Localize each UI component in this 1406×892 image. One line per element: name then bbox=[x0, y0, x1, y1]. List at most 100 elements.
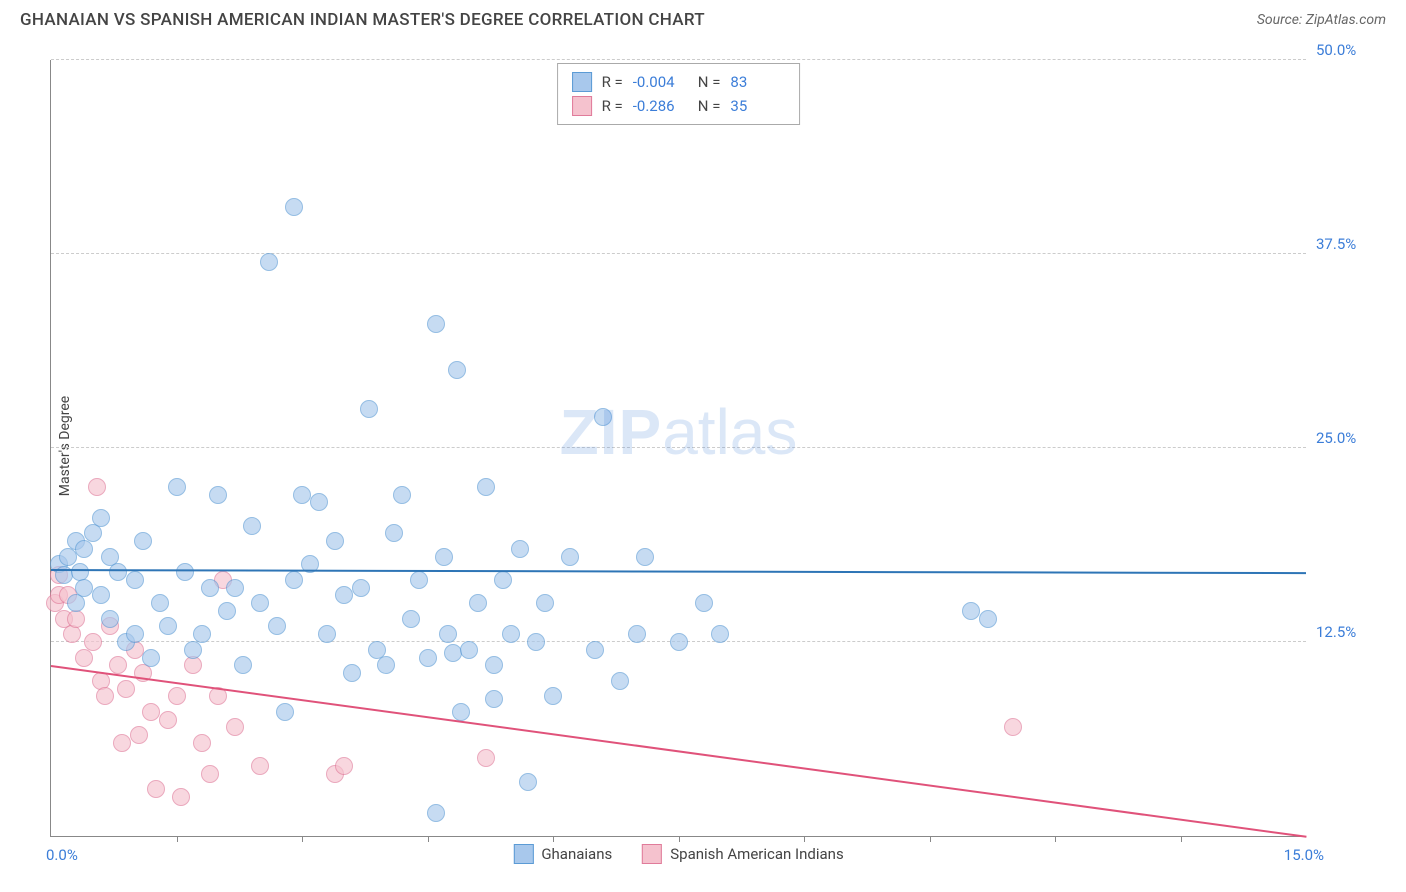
watermark-zip: ZIP bbox=[560, 396, 663, 468]
series1-point bbox=[226, 579, 244, 597]
series1-point bbox=[586, 641, 604, 659]
series1-point bbox=[448, 361, 466, 379]
series2-point bbox=[193, 734, 211, 752]
series1-point bbox=[636, 548, 654, 566]
series1-point bbox=[126, 571, 144, 589]
series1-point bbox=[962, 602, 980, 620]
gridline bbox=[51, 447, 1306, 448]
series1-point bbox=[444, 644, 462, 662]
r-label-1: R = bbox=[602, 73, 623, 91]
series1-point bbox=[326, 532, 344, 550]
series1-point bbox=[477, 478, 495, 496]
series2-point bbox=[251, 757, 269, 775]
x-tick-left: 0.0% bbox=[46, 846, 78, 864]
series1-point bbox=[511, 540, 529, 558]
series1-point bbox=[176, 563, 194, 581]
x-tick-mark bbox=[930, 836, 931, 842]
stats-row-2: R = -0.286 N = 35 bbox=[572, 94, 786, 118]
series2-point bbox=[335, 757, 353, 775]
series1-point bbox=[209, 486, 227, 504]
series2-point bbox=[63, 625, 81, 643]
series1-point bbox=[711, 625, 729, 643]
series2-point bbox=[67, 610, 85, 628]
legend-item-2: Spanish American Indians bbox=[642, 844, 843, 864]
trend-line-2 bbox=[51, 665, 1306, 838]
legend-swatch-2-icon bbox=[642, 844, 662, 864]
series1-point bbox=[251, 594, 269, 612]
watermark-atlas: atlas bbox=[662, 396, 797, 468]
stats-row-1: R = -0.004 N = 83 bbox=[572, 70, 786, 94]
series1-point bbox=[101, 610, 119, 628]
series1-point bbox=[67, 594, 85, 612]
gridline bbox=[51, 59, 1306, 60]
series1-point bbox=[594, 408, 612, 426]
series2-swatch-icon bbox=[572, 96, 592, 116]
stats-box: R = -0.004 N = 83 R = -0.286 N = 35 bbox=[557, 63, 801, 125]
series2-point bbox=[117, 680, 135, 698]
series1-point bbox=[184, 641, 202, 659]
series2-point bbox=[201, 765, 219, 783]
series1-point bbox=[268, 617, 286, 635]
gridline bbox=[51, 253, 1306, 254]
series1-point bbox=[168, 478, 186, 496]
series1-point bbox=[151, 594, 169, 612]
r-value-2: -0.286 bbox=[633, 97, 688, 115]
y-tick-label: 37.5% bbox=[1316, 235, 1376, 253]
x-tick-mark bbox=[679, 836, 680, 842]
series1-point bbox=[410, 571, 428, 589]
series1-point bbox=[427, 804, 445, 822]
x-tick-mark bbox=[1181, 836, 1182, 842]
series2-point bbox=[168, 687, 186, 705]
y-tick-label: 12.5% bbox=[1316, 623, 1376, 641]
watermark: ZIPatlas bbox=[560, 395, 798, 469]
series2-point bbox=[159, 711, 177, 729]
series1-point bbox=[109, 563, 127, 581]
series1-point bbox=[360, 400, 378, 418]
n-label-2: N = bbox=[698, 97, 721, 115]
series1-point bbox=[544, 687, 562, 705]
series1-point bbox=[218, 602, 236, 620]
series2-point bbox=[172, 788, 190, 806]
series1-point bbox=[243, 517, 261, 535]
series1-point bbox=[92, 586, 110, 604]
series1-point bbox=[494, 571, 512, 589]
series1-point bbox=[561, 548, 579, 566]
series1-point bbox=[92, 509, 110, 527]
series1-point bbox=[310, 493, 328, 511]
r-label-2: R = bbox=[602, 97, 623, 115]
series1-point bbox=[460, 641, 478, 659]
x-tick-mark bbox=[1055, 836, 1056, 842]
series2-point bbox=[75, 649, 93, 667]
series2-point bbox=[184, 656, 202, 674]
series1-point bbox=[519, 773, 537, 791]
series1-point bbox=[670, 633, 688, 651]
series1-point bbox=[159, 617, 177, 635]
legend-item-1: Ghanaians bbox=[513, 844, 612, 864]
series1-point bbox=[84, 524, 102, 542]
series1-point bbox=[201, 579, 219, 597]
plot-region: ZIPatlas R = -0.004 N = 83 R = -0.286 N … bbox=[50, 60, 1306, 837]
legend-label-1: Ghanaians bbox=[541, 845, 612, 863]
chart-area: ZIPatlas R = -0.004 N = 83 R = -0.286 N … bbox=[50, 60, 1306, 837]
series1-point bbox=[485, 690, 503, 708]
series1-point bbox=[343, 664, 361, 682]
series1-point bbox=[75, 540, 93, 558]
r-value-1: -0.004 bbox=[633, 73, 688, 91]
chart-title: GHANAIAN VS SPANISH AMERICAN INDIAN MAST… bbox=[20, 10, 705, 30]
series1-point bbox=[134, 532, 152, 550]
series2-point bbox=[113, 734, 131, 752]
series1-point bbox=[285, 571, 303, 589]
x-tick-mark bbox=[428, 836, 429, 842]
series1-point bbox=[193, 625, 211, 643]
x-tick-mark bbox=[302, 836, 303, 842]
series1-point bbox=[419, 649, 437, 667]
series2-point bbox=[96, 687, 114, 705]
legend: Ghanaians Spanish American Indians bbox=[513, 844, 843, 864]
x-tick-mark bbox=[553, 836, 554, 842]
series1-point bbox=[628, 625, 646, 643]
series2-point bbox=[147, 780, 165, 798]
series1-point bbox=[427, 315, 445, 333]
series1-point bbox=[527, 633, 545, 651]
y-tick-label: 50.0% bbox=[1316, 41, 1376, 59]
series1-point bbox=[979, 610, 997, 628]
